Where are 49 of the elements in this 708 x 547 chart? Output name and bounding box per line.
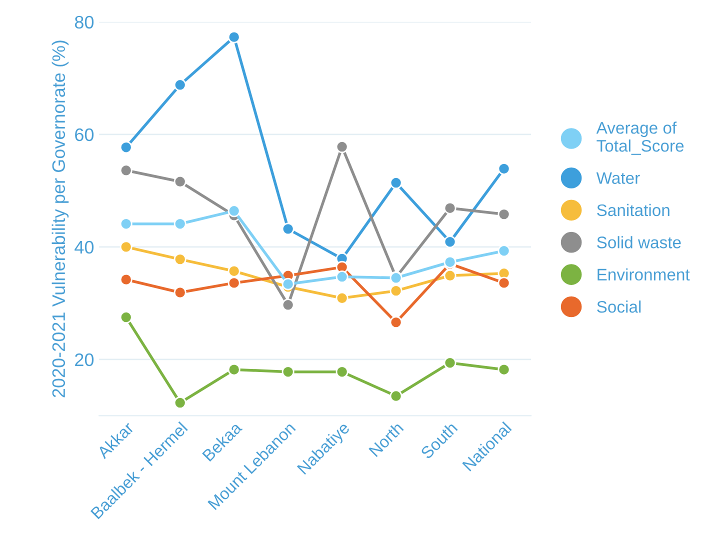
y-axis-title: 2020-2021 Vulnerability per Governorate (%) (52, 40, 69, 398)
point (444, 356, 456, 370)
point (228, 204, 240, 218)
point (336, 140, 348, 154)
point (336, 366, 348, 378)
point (120, 218, 132, 230)
point (444, 202, 456, 214)
point (228, 30, 240, 44)
point (120, 164, 132, 177)
point (120, 311, 132, 324)
point (390, 316, 402, 329)
point (444, 236, 456, 248)
legend-label: Solid waste (597, 236, 681, 248)
point (498, 276, 510, 290)
point (120, 273, 132, 286)
point (174, 286, 186, 299)
point (498, 363, 510, 376)
point (444, 269, 456, 282)
y-tick-label: 20 (75, 353, 94, 366)
point (174, 78, 186, 92)
point (498, 162, 510, 175)
point (174, 175, 186, 188)
point (174, 253, 186, 266)
point (390, 284, 402, 298)
y-tick-label: 60 (75, 128, 94, 142)
point (120, 240, 132, 254)
point (498, 208, 510, 221)
point (228, 363, 240, 376)
point (282, 298, 294, 312)
legend-label: Social (597, 300, 641, 313)
y-tick-label: 80 (74, 16, 94, 29)
point (390, 176, 402, 190)
point (282, 278, 294, 290)
point (336, 292, 348, 304)
point (120, 141, 132, 154)
point (282, 366, 294, 378)
y-tick-label: 40 (74, 240, 94, 254)
point (498, 244, 510, 258)
point (228, 264, 240, 278)
point (390, 390, 402, 402)
point (228, 276, 240, 290)
legend-label: Average of Total_Score (596, 122, 684, 155)
point (336, 270, 348, 283)
point (282, 222, 294, 236)
point (174, 218, 186, 230)
point (174, 396, 186, 410)
legend-label: Environment (598, 268, 690, 281)
legend-label: Sanitation (597, 204, 670, 216)
legend-label: Water (596, 172, 640, 184)
